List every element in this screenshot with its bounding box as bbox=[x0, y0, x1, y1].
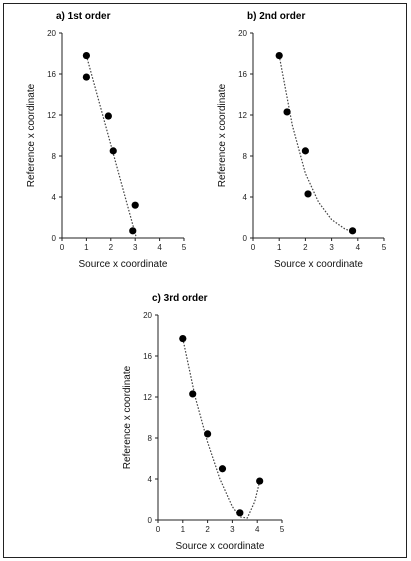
panel-3-fit-line bbox=[182, 338, 261, 519]
panel-2-data-point bbox=[348, 227, 357, 235]
panel-1-y-tick-label: 12 bbox=[47, 111, 56, 120]
panel-1-x-tick-label: 1 bbox=[84, 243, 89, 252]
panel-1-fit-line bbox=[85, 55, 137, 239]
panel-3-data-point bbox=[256, 477, 264, 485]
panel-1-data-point bbox=[129, 227, 137, 235]
panel-2-x-tick-label: 4 bbox=[356, 243, 361, 252]
panel-1-x-tick-label: 0 bbox=[60, 243, 65, 252]
panel-2-x-tick-label: 2 bbox=[303, 243, 308, 252]
panel-2-x-axis-label: Source x coordinate bbox=[274, 259, 363, 270]
panel-2-x-tick-label: 3 bbox=[329, 243, 334, 252]
panel-2-y-tick-label: 16 bbox=[238, 70, 247, 79]
panel-2-y-axis-label: Reference x coordinate bbox=[217, 83, 228, 187]
panel-2-x-tick-label: 1 bbox=[277, 243, 282, 252]
panel-2-y-tick-label: 4 bbox=[243, 193, 248, 202]
panel-3-y-tick-label: 20 bbox=[143, 311, 152, 320]
panel-1-data-point bbox=[109, 147, 117, 155]
panel-1-title: a) 1st order bbox=[56, 11, 111, 22]
panel-2-fit-line bbox=[278, 55, 353, 233]
panel-3-data-point bbox=[204, 430, 212, 438]
panel-1-x-axis-label: Source x coordinate bbox=[79, 259, 168, 270]
panel-2-y-tick-label: 12 bbox=[238, 111, 247, 120]
panel-2-x-tick-label: 5 bbox=[382, 243, 387, 252]
panel-1-x-tick-label: 2 bbox=[109, 243, 114, 252]
panel-3-y-tick-label: 16 bbox=[143, 352, 152, 361]
panel-2-x-tick-label: 0 bbox=[251, 243, 256, 252]
panel-3-x-tick-label: 0 bbox=[156, 525, 161, 534]
panel-1-data-point bbox=[82, 51, 90, 60]
panel-2-data-point bbox=[275, 51, 283, 60]
panel-2-y-tick-label: 0 bbox=[243, 234, 248, 243]
panel-3-x-tick-label: 5 bbox=[280, 525, 285, 534]
panel-2-y-tick-label: 8 bbox=[243, 152, 248, 161]
panel-3-data-point bbox=[218, 465, 227, 473]
panel-3-y-tick-label: 12 bbox=[143, 393, 152, 402]
panel-1-y-tick-label: 4 bbox=[52, 193, 57, 202]
panel-2-data-point bbox=[283, 108, 291, 116]
panel-3-data-point bbox=[179, 334, 187, 343]
panel-3-x-tick-label: 3 bbox=[230, 525, 235, 534]
panel-1-x-tick-label: 3 bbox=[133, 243, 138, 252]
panel-3-y-tick-label: 8 bbox=[148, 434, 153, 443]
panel-2-y-tick-label: 20 bbox=[238, 29, 247, 38]
panel-1-data-point bbox=[104, 112, 112, 120]
panel-3-x-tick-label: 2 bbox=[205, 525, 210, 534]
panel-1-x-tick-label: 5 bbox=[182, 243, 187, 252]
panel-3-y-tick-label: 0 bbox=[148, 516, 153, 525]
panel-3-x-tick-label: 4 bbox=[255, 525, 260, 534]
panel-1-y-axis-label: Reference x coordinate bbox=[26, 83, 37, 187]
panel-3-data-point bbox=[236, 509, 244, 517]
panel-3-y-axis-label: Reference x coordinate bbox=[122, 365, 133, 469]
panel-3-title: c) 3rd order bbox=[152, 293, 208, 304]
panel-1-y-tick-label: 20 bbox=[47, 29, 56, 38]
panel-1-data-point bbox=[131, 201, 139, 209]
panel-3-y-tick-label: 4 bbox=[148, 475, 153, 484]
panel-1-x-tick-label: 4 bbox=[157, 243, 162, 252]
panel-1-y-tick-label: 0 bbox=[52, 234, 57, 243]
panel-2-data-point bbox=[301, 147, 309, 155]
panel-2-title: b) 2nd order bbox=[247, 11, 305, 22]
figure-frame bbox=[3, 3, 407, 558]
panel-1-y-tick-label: 8 bbox=[52, 152, 57, 161]
panel-3-x-axis-label: Source x coordinate bbox=[176, 541, 265, 552]
panel-1-data-point bbox=[82, 73, 90, 81]
panel-3-x-tick-label: 1 bbox=[181, 525, 186, 534]
panel-1-y-tick-label: 16 bbox=[47, 70, 56, 79]
panel-2-data-point bbox=[304, 190, 312, 198]
panel-3-data-point bbox=[189, 390, 197, 398]
